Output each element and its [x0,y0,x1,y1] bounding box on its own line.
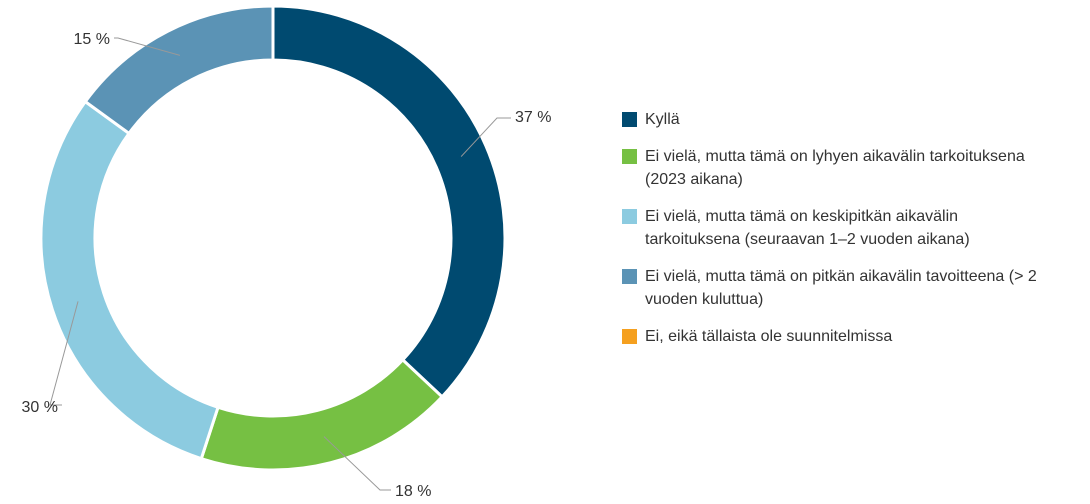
value-label: 30 % [22,399,58,416]
leader-line [323,436,391,491]
legend-swatch [622,269,637,284]
donut-slice [39,99,220,461]
legend-label: Ei, eikä tällaista ole suunnitelmissa [645,328,893,345]
leader-line [114,37,181,56]
value-label: 18 % [395,483,431,500]
legend: Kyllä Ei vielä, mutta tämä on lyhyen aika… [622,108,1045,348]
legend-swatch [622,329,637,344]
donut-slice [83,4,275,136]
legend-swatch [622,149,637,164]
leader-line [49,301,79,406]
leader-line [460,117,511,157]
legend-label: Ei vielä, mutta tämä on pitkän aikavälin… [645,268,1037,308]
legend-swatch [622,112,637,127]
legend-item: Ei, eikä tällaista ole suunnitelmissa [622,325,1045,348]
donut-slice [199,357,445,472]
legend-label: Ei vielä, mutta tämä on keskipitkän aika… [645,208,970,248]
value-label: 15 % [74,31,110,48]
legend-swatch [622,209,637,224]
legend-label: Kyllä [645,111,680,128]
legend-label: Ei vielä, mutta tämä on lyhyen aikavälin… [645,148,1025,188]
legend-item: Ei vielä, mutta tämä on keskipitkän aika… [622,205,1045,251]
legend-item: Kyllä [622,108,1045,131]
donut-slice [271,4,507,399]
value-label: 37 % [515,109,551,126]
legend-item: Ei vielä, mutta tämä on pitkän aikavälin… [622,265,1045,311]
legend-item: Ei vielä, mutta tämä on lyhyen aikavälin… [622,145,1045,191]
